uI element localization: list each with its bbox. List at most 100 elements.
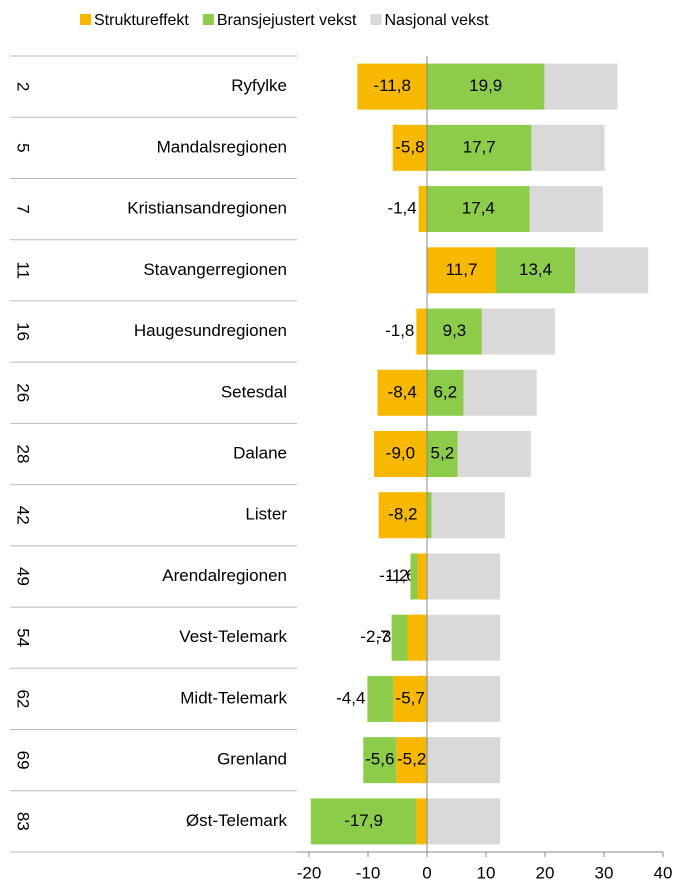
category-label: Dalane	[233, 443, 287, 462]
bar-segment	[427, 675, 501, 722]
rank-label: 54	[14, 628, 33, 647]
bar-segment	[377, 369, 427, 416]
bar-segment	[427, 308, 482, 355]
bar-segment	[529, 186, 603, 233]
rank-label: 69	[14, 751, 33, 770]
value-label: -5,8	[395, 137, 424, 156]
value-label: 19,9	[469, 76, 502, 95]
bar-segment	[431, 492, 505, 539]
category-label: Grenland	[217, 750, 287, 769]
bar-segment	[427, 186, 530, 233]
bar-segment	[396, 737, 427, 784]
rank-label: 16	[14, 322, 33, 341]
bar-segment	[544, 63, 618, 110]
value-label: -9,0	[386, 443, 415, 462]
bar-segment	[391, 614, 408, 661]
bar-segment	[427, 614, 501, 661]
x-tick-label: 20	[536, 863, 555, 882]
bar-segment	[531, 124, 605, 171]
value-label: -5,2	[397, 750, 426, 769]
value-label: 11,7	[446, 260, 478, 279]
bar-segment	[427, 798, 501, 845]
category-label: Arendalregionen	[162, 566, 287, 585]
legend-label: Bransjejustert vekst	[217, 12, 357, 29]
bar-segment	[416, 798, 427, 845]
value-label: 17,7	[463, 137, 496, 156]
category-label: Vest-Telemark	[179, 627, 287, 646]
rank-label: 26	[14, 383, 33, 402]
bar-segment	[481, 308, 556, 355]
bar-segment	[378, 492, 427, 539]
x-tick-label: -10	[356, 863, 381, 882]
x-tick-label: -20	[297, 863, 322, 882]
rank-label: 49	[14, 567, 33, 586]
category-label: Stavangerregionen	[143, 260, 287, 279]
value-label: -8,2	[388, 505, 417, 524]
value-label: -2,7	[360, 627, 389, 646]
rank-label: 5	[14, 143, 33, 152]
bar-segment	[367, 675, 394, 722]
value-label: -17,9	[344, 811, 383, 830]
bar-segment	[457, 431, 531, 477]
x-tick-label: 10	[477, 863, 496, 882]
bar-segment	[310, 798, 417, 845]
x-tick-label: 0	[422, 863, 431, 882]
bar-segment	[363, 737, 397, 784]
bar-segment	[496, 247, 576, 294]
bar-segment	[357, 63, 427, 110]
legend-swatch	[370, 14, 382, 25]
bar-segment	[416, 308, 427, 355]
bar-segment	[393, 675, 427, 722]
value-label: -1,6	[386, 566, 415, 585]
value-label: 6,2	[433, 382, 457, 401]
bar-segment	[575, 247, 649, 294]
rank-label: 42	[14, 506, 33, 525]
rank-label: 28	[14, 445, 33, 464]
legend-swatch	[202, 14, 214, 25]
category-label: Lister	[245, 505, 287, 524]
bar-segment	[427, 124, 532, 171]
bar-segment	[407, 614, 427, 661]
legend-swatch	[80, 14, 91, 25]
bar-segment	[463, 369, 537, 416]
bar-segment	[410, 553, 418, 600]
category-label: Øst-Telemark	[186, 811, 288, 830]
rank-label: 62	[14, 689, 33, 708]
category-label: Midt-Telemark	[180, 688, 287, 707]
value-label: -4,4	[336, 688, 365, 707]
value-label: -1,4	[387, 199, 416, 218]
value-label: -5,7	[396, 688, 425, 707]
category-label: Mandalsregionen	[157, 137, 287, 156]
bar-segment	[373, 431, 427, 477]
bar-segment	[418, 186, 427, 233]
bar-segment	[392, 124, 427, 171]
bar-segment	[427, 737, 501, 784]
category-label: Ryfylke	[231, 76, 287, 95]
bar-segment	[427, 63, 545, 110]
value-label: -1,2	[379, 566, 408, 585]
rank-label: 2	[14, 82, 33, 91]
bar-segment	[427, 553, 501, 600]
bar-segment	[417, 553, 427, 600]
value-label: 17,4	[462, 199, 495, 218]
category-label: Kristiansandregionen	[127, 199, 287, 218]
x-tick-label: 30	[595, 863, 614, 882]
value-label: 5,2	[431, 443, 455, 462]
bar-segment	[427, 369, 464, 416]
value-label: 13,4	[519, 260, 552, 279]
category-label: Setesdal	[221, 382, 287, 401]
value-label: -8,4	[388, 382, 417, 401]
value-label: -5,6	[365, 750, 394, 769]
value-label: -11,8	[373, 76, 411, 95]
bar-segment	[427, 492, 432, 539]
rank-label: 11	[14, 261, 33, 279]
legend-label: Struktureffekt	[94, 12, 189, 29]
rank-label: 7	[14, 204, 33, 213]
rank-label: 83	[14, 812, 33, 831]
x-tick-label: 40	[654, 863, 673, 882]
value-label: 9,3	[443, 321, 467, 340]
value-label: -1,8	[385, 321, 414, 340]
legend-label: Nasjonal vekst	[384, 12, 489, 29]
bar-segment	[427, 247, 497, 294]
